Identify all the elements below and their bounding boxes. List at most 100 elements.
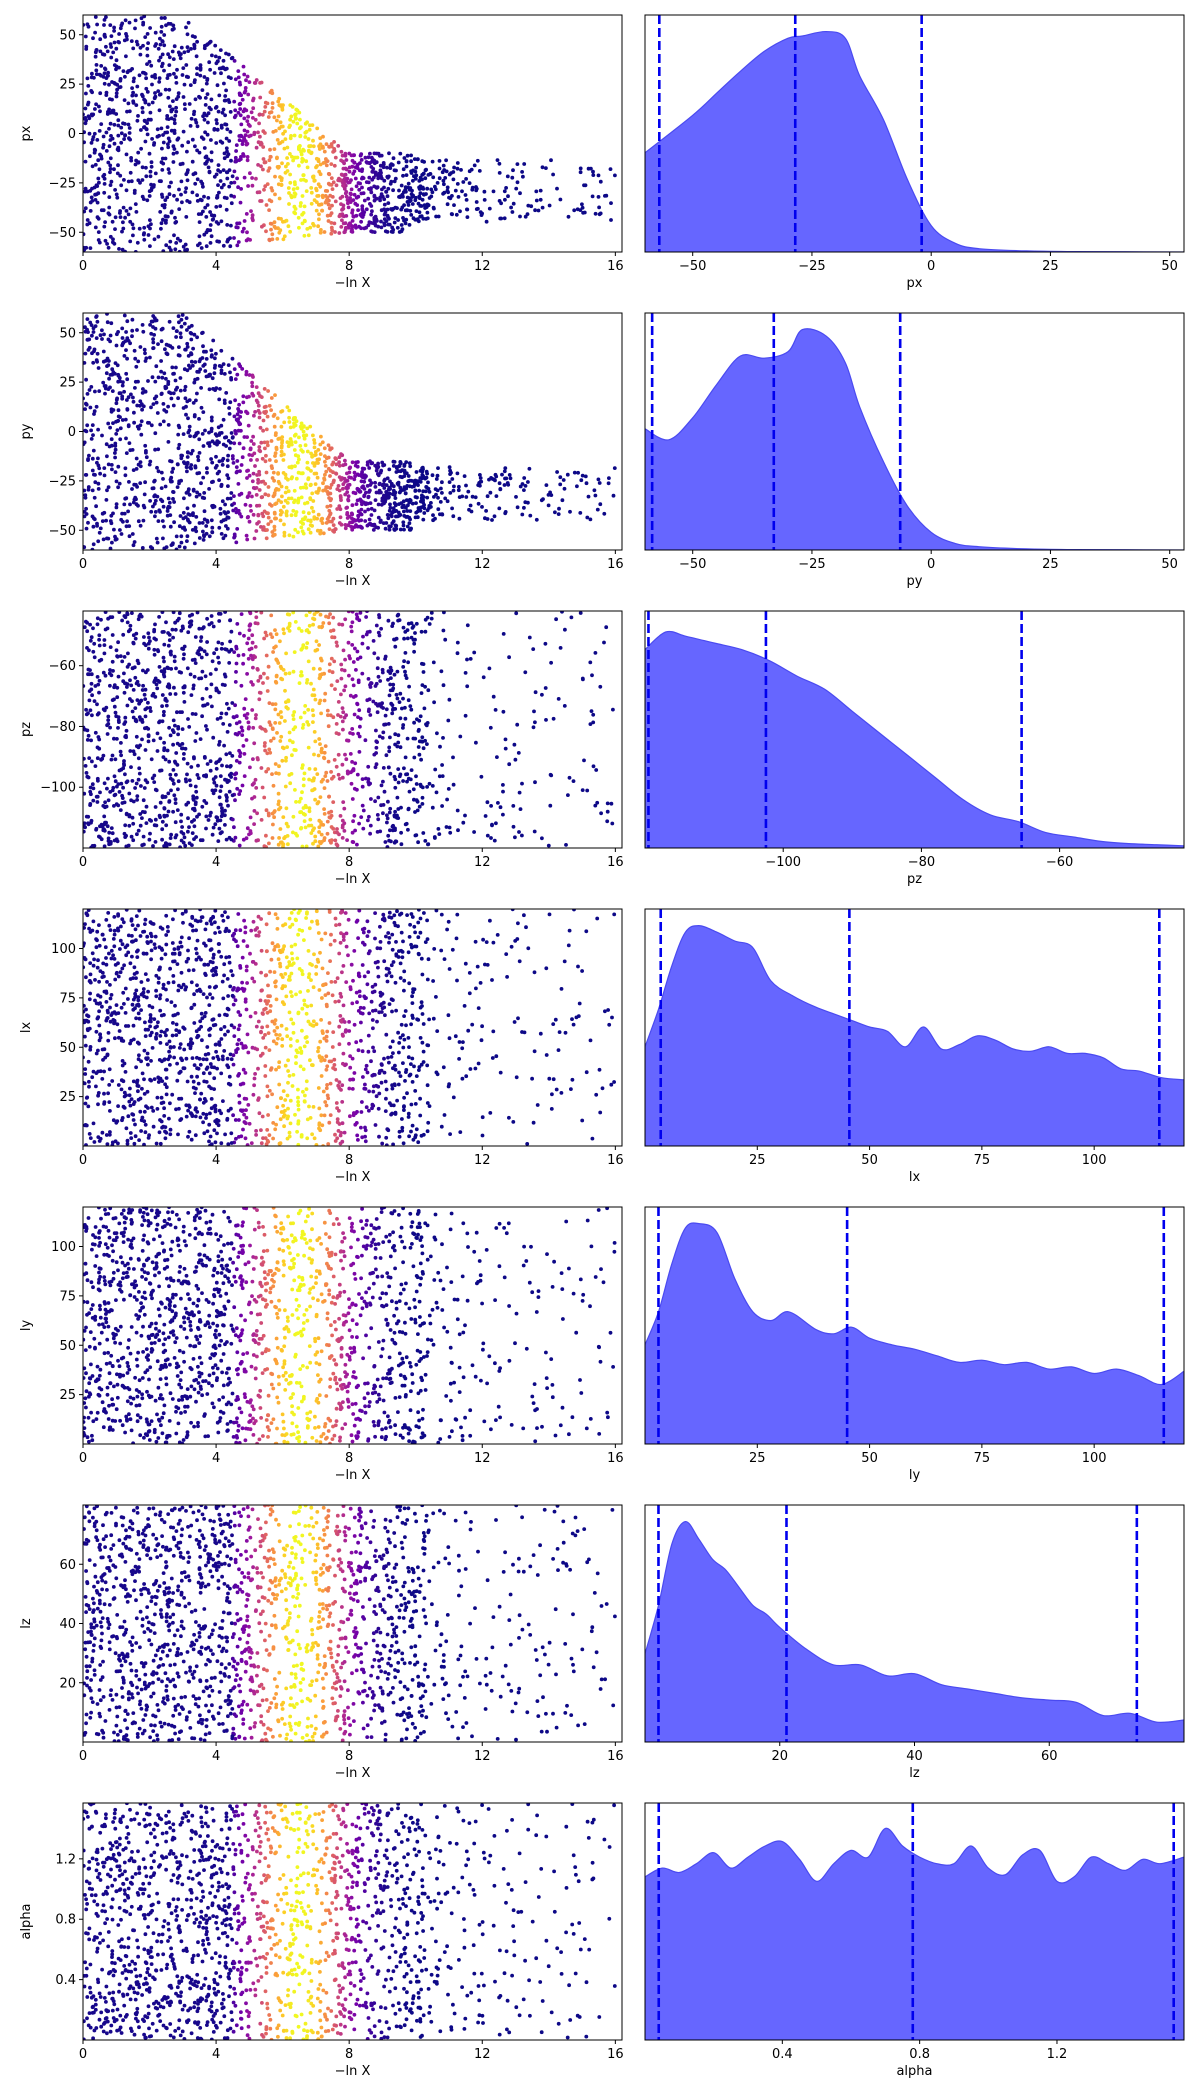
trace-point [277, 141, 281, 146]
trace-point [118, 808, 123, 812]
trace-point [83, 442, 86, 446]
trace-point [322, 698, 327, 703]
trace-point [115, 428, 120, 432]
trace-point [298, 810, 302, 815]
trace-point [611, 493, 616, 498]
trace-point [219, 484, 224, 488]
trace-point [425, 210, 430, 215]
trace-point [94, 336, 99, 340]
trace-point [492, 838, 497, 843]
trace-point [402, 156, 407, 160]
trace-point [172, 44, 177, 49]
trace-point [168, 72, 172, 77]
trace-point [166, 506, 170, 511]
trace-point [380, 736, 385, 740]
trace-point [250, 384, 255, 389]
trace-point [286, 224, 291, 229]
trace-point [161, 672, 166, 677]
trace-point [85, 76, 90, 81]
trace-point [324, 198, 329, 203]
trace-point [140, 843, 145, 848]
trace-point [109, 673, 114, 678]
trace-point [115, 171, 120, 176]
trace-point [465, 657, 469, 662]
trace-point [130, 532, 135, 536]
trace-point [564, 843, 568, 847]
trace-point [159, 470, 164, 475]
trace-point [239, 133, 243, 138]
trace-points [83, 611, 615, 848]
trace-point [177, 524, 182, 529]
trace-point [355, 701, 359, 706]
trace-point [197, 234, 202, 239]
trace-point [273, 174, 277, 179]
trace-point [504, 476, 509, 481]
trace-xlabel: −ln X [335, 574, 371, 589]
trace-point [369, 797, 373, 801]
trace-point [107, 376, 111, 381]
trace-point [140, 688, 145, 692]
trace-point [132, 497, 137, 502]
trace-point [86, 102, 90, 107]
trace-point [89, 681, 94, 686]
trace-point [322, 149, 327, 154]
trace-point [505, 174, 510, 179]
trace-point [88, 246, 93, 251]
trace-point [232, 236, 236, 240]
trace-point [597, 205, 601, 210]
trace-point [112, 793, 117, 798]
trace-point [479, 774, 484, 779]
trace-point [266, 767, 271, 771]
trace-point [192, 503, 196, 508]
trace-point [200, 696, 205, 701]
trace-point [102, 52, 107, 57]
trace-point [263, 105, 268, 109]
trace-point [566, 214, 571, 219]
trace-point [281, 219, 285, 224]
trace-point [223, 813, 227, 818]
trace-point [153, 30, 158, 35]
trace-point [152, 183, 156, 187]
trace-point [293, 182, 297, 187]
trace-point [160, 39, 165, 43]
trace-point [90, 456, 95, 461]
trace-point [237, 720, 242, 724]
trace-point [323, 194, 328, 198]
trace-point [190, 159, 195, 164]
trace-point [386, 516, 391, 521]
trace-point [224, 51, 228, 56]
trace-point [118, 85, 123, 89]
trace-point [91, 433, 95, 437]
trace-point [160, 837, 165, 842]
trace-point [180, 825, 185, 829]
trace-point [217, 66, 222, 71]
trace-point [484, 219, 489, 224]
trace-point [417, 804, 422, 809]
trace-point [267, 458, 272, 462]
trace-point [153, 44, 158, 48]
trace-point [204, 161, 208, 166]
trace-point [292, 204, 297, 209]
trace-point [116, 123, 121, 128]
trace-point [169, 180, 173, 185]
trace-point [349, 624, 354, 629]
trace-point [125, 519, 129, 524]
trace-point [300, 726, 305, 730]
trace-point [364, 632, 369, 637]
trace-point [287, 533, 292, 538]
trace-point [244, 78, 248, 83]
trace-point [293, 464, 297, 469]
trace-point [462, 474, 467, 478]
trace-point [87, 131, 92, 136]
trace-point [188, 434, 193, 438]
trace-point [325, 708, 330, 713]
trace-point [287, 420, 292, 424]
trace-point [360, 207, 365, 211]
trace-point [92, 347, 97, 352]
trace-point [299, 421, 304, 426]
trace-point [350, 527, 355, 532]
trace-point [497, 199, 502, 203]
trace-point [236, 75, 241, 80]
trace-point [249, 458, 253, 462]
trace-point [376, 473, 381, 478]
